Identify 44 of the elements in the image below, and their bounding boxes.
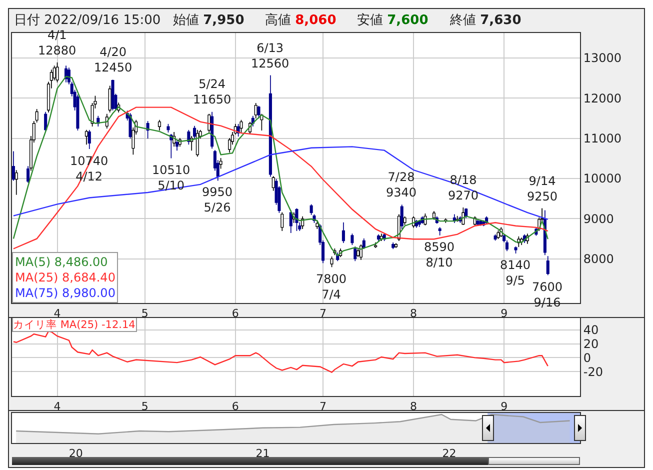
y-tick-label: 10000 [583,172,622,186]
y-tick-label: 0 [583,350,592,365]
series-label: MA(25) 8,684.40 [15,270,116,285]
x-tick-label: 9 [500,400,508,414]
annotation: 8/18 9270 [448,173,479,203]
x-tick-label: 6 [232,400,239,414]
y-tick-label: 11000 [583,131,622,146]
x-tick-label: 4 [54,307,61,320]
series-label: カイリ率 MA(25) -12.14 [13,318,136,331]
text: MA(75) 8,980.00 [15,286,116,300]
annotation: 9/14 9250 [527,174,558,204]
x-tick-label: 4 [54,400,61,414]
x-tick-label: 22 [442,447,456,460]
annotation: 4/20 12450 [94,45,132,75]
y-tick-label: 13000 [583,51,622,66]
x-tick-label: 7 [320,307,327,320]
text: 高値 8,060 [265,12,336,28]
y-tick-label: 20 [583,336,599,351]
annotation: 6/13 12560 [251,41,290,71]
y-tick-label: 40 [583,323,599,338]
x-tick-label: 5 [141,307,148,320]
text: 安値 7,600 [357,12,428,28]
x-tick-label: 8 [410,400,418,414]
annotation: 7800 7/4 [316,272,347,302]
x-tick-label: 5 [141,400,148,414]
y-tick-label: -20 [583,364,604,379]
annotation: 5/24 11650 [193,77,232,107]
annotation: 8140 9/5 [500,258,531,288]
x-tick-label: 8 [410,307,418,320]
y-tick-label: 9000 [583,212,614,226]
annotation: 9950 5/26 [202,185,233,215]
x-tick-label: 9 [500,307,508,320]
y-tick-label: 8000 [583,252,614,266]
annotation: 8590 8/10 [424,240,455,270]
annotation: 7/28 9340 [386,170,417,200]
text: 終値 7,630 [449,13,522,28]
text: 日付 2022/09/16 15:00 [14,13,161,28]
x-tick-label: 7 [320,400,327,414]
x-tick-label: 21 [256,447,270,460]
series-label: MA(5) 8,486.00 [15,255,108,269]
x-tick-label: 20 [68,447,83,460]
x-tick-label: 6 [232,307,239,320]
y-tick-label: 12000 [583,91,622,106]
text: 始値 7,950 [173,13,244,28]
